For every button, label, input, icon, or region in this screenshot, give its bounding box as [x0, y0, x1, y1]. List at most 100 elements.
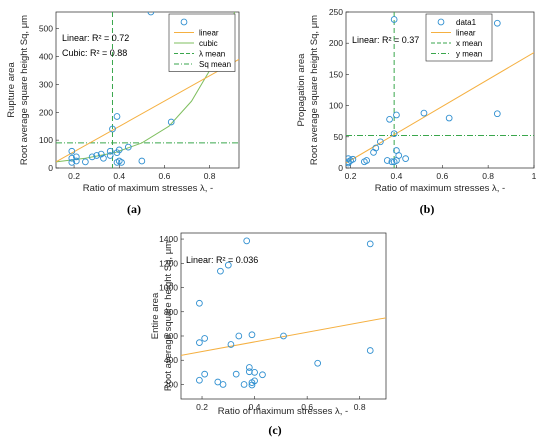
- y-tick-label: 300: [39, 79, 53, 89]
- data-point: [349, 155, 357, 163]
- chart-panel-c: 200 400 600 800 1000 1200 1400 0.2 0.4 0.6 0.8 Li…: [150, 232, 387, 437]
- data-point: [445, 114, 453, 122]
- data-point: [235, 332, 243, 340]
- data-point: [214, 378, 222, 386]
- legend-box: [425, 13, 493, 62]
- data-point: [372, 144, 380, 152]
- data-point: [196, 376, 203, 384]
- data-point: [147, 12, 155, 16]
- data-point: [390, 16, 398, 23]
- data-point: [167, 118, 175, 126]
- data-point: [118, 159, 125, 166]
- legend-marker: [180, 18, 188, 26]
- legend-label: linear: [199, 29, 219, 38]
- y-tick-label: 250: [329, 7, 343, 17]
- data-point: [248, 331, 256, 339]
- panel-label: (c): [268, 423, 281, 437]
- data-point: [314, 359, 322, 367]
- x-axis-label: Ratio of maximum stresses λ, -: [375, 183, 505, 194]
- data-point: [88, 153, 96, 161]
- data-point: [366, 240, 374, 248]
- panel-label: (b): [420, 202, 435, 216]
- y-axis-label: Root average square height Sq, μm: [19, 15, 30, 165]
- data-point: [115, 146, 123, 154]
- x-axis-label: Ratio of maximum stresses λ, -: [83, 183, 213, 194]
- x-tick-label: 0.8: [204, 171, 216, 181]
- y-tick-label: 1200: [159, 258, 178, 268]
- data-point: [224, 261, 232, 269]
- data-point: [113, 113, 121, 120]
- data-point: [393, 111, 400, 119]
- data-point: [245, 364, 253, 371]
- y-axis-label: Root average square height Sq, μm: [309, 15, 320, 165]
- data-point: [232, 370, 240, 378]
- data-point: [493, 110, 501, 118]
- data-point: [251, 368, 258, 376]
- x-tick-label: 0.2: [68, 171, 80, 181]
- x-tick-label: 0.4: [249, 402, 261, 412]
- data-point: [219, 381, 227, 388]
- data-point: [106, 147, 114, 155]
- legend-label: cubic: [199, 39, 218, 48]
- x-tick-label: 0.6: [436, 171, 448, 181]
- y-axis-outer-label: Rupture area: [6, 62, 17, 118]
- x-tick-label: 0.8: [482, 171, 494, 181]
- y-tick-label: 50: [334, 132, 344, 142]
- data-point: [402, 155, 409, 162]
- y-axis-outer-label: Propagation area: [296, 53, 307, 127]
- data-point: [100, 154, 107, 162]
- data-point: [493, 19, 501, 27]
- linear-fit-line: [181, 317, 386, 356]
- y-tick-label: 200: [39, 107, 53, 117]
- plot-frame: [180, 232, 387, 400]
- data-point: [377, 138, 384, 146]
- legend-label: y mean: [456, 50, 482, 59]
- data-point: [346, 155, 352, 162]
- linear-fit-line: [56, 58, 239, 163]
- x-tick-label: 1: [532, 171, 537, 181]
- x-tick-label: 0.6: [159, 171, 171, 181]
- linear-r2-label: Linear: R² = 0.37: [352, 35, 419, 45]
- data-point: [280, 332, 287, 340]
- y-tick-label: 1400: [159, 234, 178, 244]
- chart-panel-b: 0 50 100 150 200 250 0.2 0.4 0.6 0.8 1 Linear: R²…: [296, 7, 537, 216]
- y-tick-label: 400: [164, 355, 178, 365]
- data-point: [72, 153, 80, 161]
- data-point: [388, 158, 396, 166]
- panel-label: (a): [127, 202, 141, 216]
- data-point: [390, 130, 398, 138]
- x-tick-label: 0.6: [301, 402, 313, 412]
- data-point: [366, 347, 374, 354]
- linear-fit-line: [346, 52, 534, 164]
- legend-label: data1: [456, 18, 477, 27]
- data-point: [251, 377, 258, 385]
- data-point: [420, 109, 428, 117]
- data-point: [82, 158, 89, 166]
- y-tick-label: 100: [39, 135, 53, 145]
- data-point: [201, 335, 209, 342]
- y-tick-label: 400: [39, 52, 53, 62]
- data-point: [383, 157, 391, 164]
- y-axis-label: Root average square height Sq, μm: [163, 241, 174, 391]
- x-tick-label: 0.2: [345, 171, 357, 181]
- data-point: [240, 381, 248, 388]
- data-point: [68, 147, 76, 155]
- linear-r2-label: Linear: R² = 0.036: [186, 255, 258, 265]
- data-point: [201, 370, 209, 378]
- y-tick-label: 1000: [159, 283, 178, 293]
- legend-label: x mean: [456, 39, 482, 48]
- data-point: [93, 152, 101, 159]
- y-tick-label: 200: [164, 379, 178, 389]
- y-tick-label: 800: [164, 307, 178, 317]
- data-point: [395, 152, 403, 159]
- linear-r2-label: Linear: R² = 0.72: [62, 33, 129, 43]
- data-point: [72, 157, 80, 165]
- y-axis-outer-label: Entire area: [150, 292, 161, 339]
- x-tick-label: 0.4: [113, 171, 125, 181]
- data-point: [245, 368, 253, 376]
- y-tick-label: 500: [39, 24, 53, 34]
- y-tick-label: 200: [329, 38, 343, 48]
- data-point: [363, 157, 370, 164]
